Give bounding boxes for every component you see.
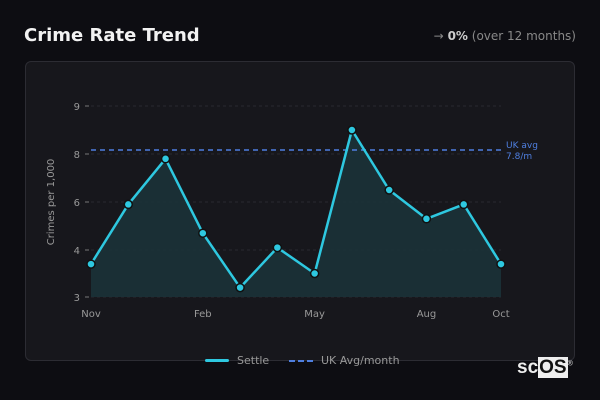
y-tick-label: 3 bbox=[74, 293, 80, 304]
reference-label-line2: 7.8/m bbox=[506, 152, 532, 162]
change-value: 0% bbox=[447, 29, 468, 43]
y-tick-label: 6 bbox=[74, 198, 80, 209]
data-point bbox=[160, 154, 171, 164]
registered-mark: ® bbox=[567, 360, 573, 368]
legend-label: UK Avg/month bbox=[321, 354, 400, 367]
legend-line-solid-icon bbox=[205, 359, 229, 362]
area-fill bbox=[91, 130, 501, 297]
y-tick-label: 9 bbox=[74, 102, 80, 113]
trend-change: → 0% (over 12 months) bbox=[434, 29, 576, 43]
data-point bbox=[496, 259, 506, 269]
data-point bbox=[86, 259, 96, 269]
x-tick-label: May bbox=[304, 309, 325, 320]
legend-line-dashed-icon bbox=[289, 359, 313, 362]
y-tick-label: 8 bbox=[74, 150, 80, 161]
data-point bbox=[235, 282, 245, 293]
data-point bbox=[309, 268, 320, 279]
legend-label: Settle bbox=[237, 354, 270, 367]
x-tick-label: Nov bbox=[81, 309, 101, 320]
y-axis-label: Crimes per 1,000 bbox=[46, 159, 57, 246]
page-title: Crime Rate Trend bbox=[24, 25, 200, 46]
x-tick-label: Oct bbox=[492, 309, 509, 320]
data-point bbox=[347, 125, 357, 135]
reference-label-line1: UK avg bbox=[506, 141, 538, 151]
scos-logo: scOS® bbox=[517, 357, 573, 379]
arrow-right-icon: → bbox=[433, 29, 444, 43]
legend-item-settle[interactable]: Settle bbox=[205, 354, 269, 367]
data-point bbox=[384, 185, 394, 195]
data-point bbox=[458, 199, 469, 210]
change-period: (over 12 months) bbox=[471, 29, 576, 43]
series-line bbox=[89, 128, 503, 289]
chart-card bbox=[25, 61, 575, 361]
data-point bbox=[421, 214, 432, 224]
logo-text-highlight: OS bbox=[538, 357, 568, 378]
x-tick-label: Aug bbox=[417, 309, 437, 320]
legend-item-uk-avg[interactable]: UK Avg/month bbox=[289, 354, 400, 367]
data-point bbox=[123, 199, 134, 210]
y-tick-label: 4 bbox=[74, 246, 80, 257]
x-tick-label: Feb bbox=[194, 309, 212, 320]
data-point bbox=[272, 242, 283, 253]
data-point bbox=[198, 228, 208, 238]
logo-text: sc bbox=[517, 357, 539, 378]
